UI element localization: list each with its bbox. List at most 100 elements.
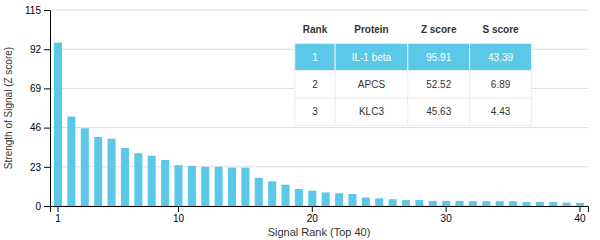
bar (442, 201, 450, 206)
x-axis-line (51, 207, 589, 213)
bar (375, 198, 383, 206)
bar (215, 167, 223, 206)
y-tick-label: 69 (30, 83, 42, 94)
table-cell-bg (470, 98, 532, 125)
table-cell-bg (295, 43, 335, 70)
bar (94, 137, 102, 206)
bar (295, 189, 303, 206)
bar (188, 166, 196, 206)
table-cell-bg (470, 43, 532, 70)
bar (522, 202, 530, 206)
bar (335, 193, 343, 206)
table-header: Z score (421, 24, 457, 35)
table-header: Rank (303, 24, 328, 35)
table-header: Protein (354, 24, 388, 35)
table-cell: KLC3 (359, 106, 384, 117)
bar (228, 168, 236, 206)
grid-line (50, 10, 588, 11)
bar (308, 191, 316, 206)
table-cell: APCS (358, 79, 386, 90)
y-tick: 0 (35, 201, 50, 212)
x-tick: 1 (55, 206, 61, 224)
bar (282, 185, 290, 206)
bar (148, 156, 156, 206)
bar (362, 197, 370, 206)
x-tick-label: 30 (441, 213, 453, 224)
x-tick: 40 (574, 206, 586, 224)
bar (174, 165, 182, 206)
x-tick-label: 1 (55, 213, 61, 224)
grid-line (50, 127, 588, 128)
table-cell: 52.52 (426, 79, 451, 90)
x-tick-label: 20 (307, 213, 319, 224)
chart: 110203040023466992115RankProteinZ scoreS… (0, 0, 600, 240)
table-cell-bg (408, 98, 470, 125)
bar (322, 192, 330, 206)
bar (67, 116, 75, 206)
table-cell: 3 (312, 106, 318, 117)
bar (241, 168, 249, 206)
table-cell-bg (335, 71, 408, 98)
bar (389, 199, 397, 206)
bar (549, 202, 557, 206)
y-tick-mark (44, 88, 50, 89)
bar (81, 128, 89, 206)
table-cell-bg (470, 16, 532, 43)
table-cell-bg (335, 98, 408, 125)
table-cell-bg (335, 43, 408, 70)
y-tick: 92 (30, 44, 50, 55)
table-cell: 45.63 (426, 106, 451, 117)
bar (268, 181, 276, 206)
x-axis: 110203040 (51, 206, 589, 224)
y-tick-label: 46 (30, 122, 42, 133)
bar (456, 201, 464, 206)
y-tick-mark (44, 49, 50, 50)
bar (201, 167, 209, 206)
table-cell-bg (295, 98, 335, 125)
table-cell: 1 (312, 52, 318, 63)
x-tick-mark (312, 206, 313, 212)
y-axis-title: Strength of Signal (Z score) (3, 47, 14, 169)
bar (121, 148, 129, 206)
x-tick: 20 (307, 206, 319, 224)
y-tick-label: 23 (30, 162, 42, 173)
x-tick-mark (178, 206, 179, 212)
bar (255, 178, 263, 206)
y-tick-mark (44, 128, 50, 129)
table-cell-bg (408, 43, 470, 70)
y-tick: 46 (30, 122, 50, 133)
bar (482, 201, 490, 206)
x-tick-label: 40 (574, 213, 586, 224)
bar (576, 203, 584, 206)
y-tick-label: 0 (35, 201, 41, 212)
table-cell-bg (408, 16, 470, 43)
bar (536, 202, 544, 206)
bar (496, 201, 504, 206)
bar (509, 201, 517, 206)
bar (429, 201, 437, 206)
bar (415, 200, 423, 206)
y-tick-mark (44, 206, 50, 207)
bars (54, 43, 584, 206)
bar (402, 200, 410, 206)
table-cell-bg (408, 71, 470, 98)
table-cell-bg (335, 16, 408, 43)
x-tick-mark (446, 206, 447, 212)
y-axis-line (44, 11, 51, 207)
table-cell: 43.39 (488, 52, 513, 63)
grid (50, 10, 588, 206)
y-tick-label: 92 (30, 44, 42, 55)
x-tick-mark (579, 206, 580, 212)
table-cell: IL-1 beta (352, 52, 392, 63)
table-cell: 2 (312, 79, 318, 90)
y-tick-label: 115 (25, 5, 41, 16)
bar (54, 43, 62, 206)
y-tick: 69 (30, 83, 50, 94)
table-cell-bg (295, 16, 335, 43)
table-cell: 4.43 (491, 106, 511, 117)
y-tick: 23 (30, 162, 50, 173)
y-axis: 0 23 46 69 92 115 (25, 5, 50, 212)
table: RankProteinZ scoreS score1IL-1 beta95.91… (295, 16, 532, 126)
bar (469, 201, 477, 206)
bar (563, 203, 571, 206)
